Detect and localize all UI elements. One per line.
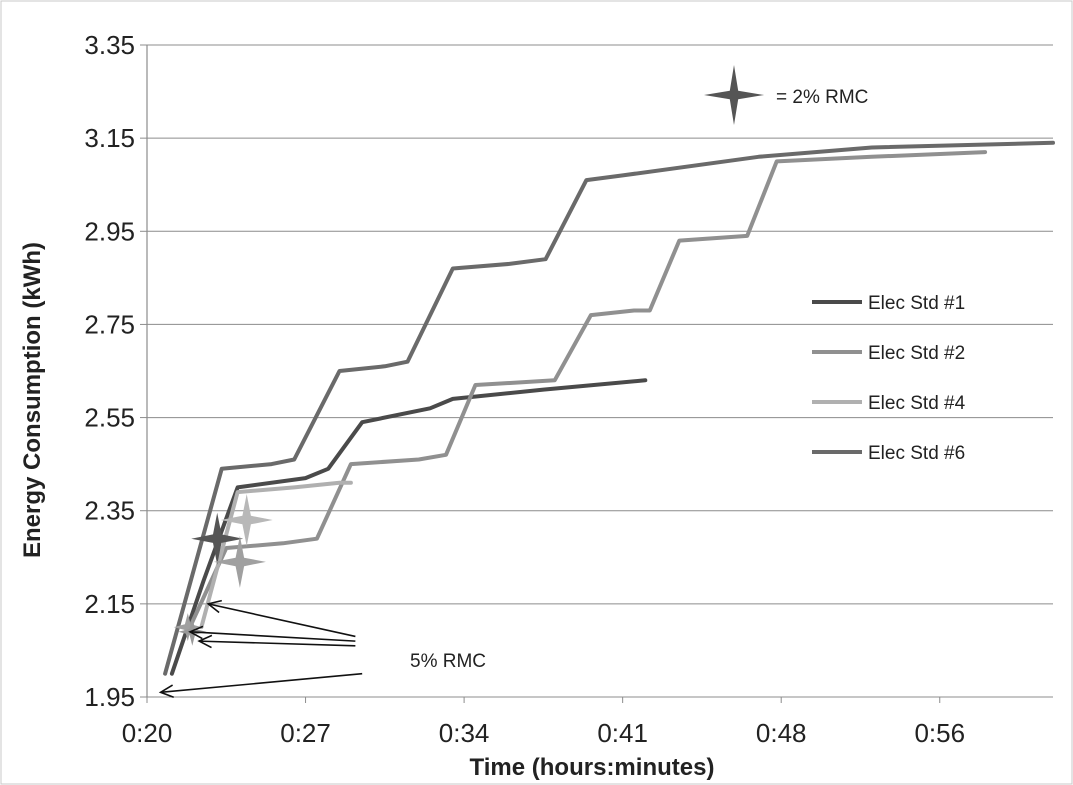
y-tick-label: 2.95	[84, 216, 135, 246]
rmc-arrow-head	[206, 599, 222, 614]
rmc-arrow-shaft	[199, 640, 356, 647]
y-tick-label: 3.35	[84, 30, 135, 60]
x-axis-title: Time (hours:minutes)	[470, 754, 715, 781]
x-tick-label: 0:34	[439, 718, 490, 748]
x-tick-label: 0:27	[280, 718, 331, 748]
legend-label-2: Elec Std #2	[868, 343, 965, 364]
y-axis-title: Energy Consumption (kWh)	[19, 242, 46, 558]
y-tick-label: 2.75	[84, 309, 135, 339]
two-percent-rmc-legend-star	[704, 65, 764, 125]
x-tick-label: 0:56	[914, 718, 965, 748]
two-percent-rmc-star-marker	[191, 512, 244, 565]
y-tick-label: 2.55	[84, 403, 135, 433]
legend: Elec Std #1 Elec Std #2 Elec Std #4 Elec St…	[812, 293, 966, 464]
five-percent-rmc-label: 5% RMC	[410, 651, 486, 672]
axes: 1.95 2.15 2.35 2.55 2.75 2.95 3.15 3.35 0:20 0:27…	[84, 30, 965, 748]
five-percent-rmc-marker	[173, 613, 202, 642]
rmc-arrow-shaft	[207, 603, 356, 638]
grid-lines	[147, 44, 1053, 698]
two-percent-rmc-legend-label: = 2% RMC	[776, 87, 868, 108]
rmc-arrows	[158, 599, 363, 698]
two-percent-rmc-star-marker	[213, 535, 266, 588]
rmc-arrow-head	[197, 634, 213, 649]
two-percent-rmc-star-marker	[220, 494, 273, 546]
rmc-arrow-head	[158, 684, 174, 698]
y-tick-label: 3.15	[84, 123, 135, 153]
legend-label-3: Elec Std #4	[868, 393, 966, 414]
x-tick-label: 0:48	[756, 718, 807, 748]
rmc-arrow-shaft	[189, 631, 356, 642]
x-tick-label: 0:41	[597, 718, 648, 748]
rmc-arrow-head	[188, 625, 204, 640]
legend-label-4: Elec Std #6	[868, 443, 965, 464]
y-tick-label: 2.35	[84, 496, 135, 526]
series-line-4	[163, 140, 1055, 676]
y-tick-label: 1.95	[84, 682, 135, 712]
legend-label-1: Elec Std #1	[868, 293, 965, 314]
y-tick-label: 2.15	[84, 589, 135, 619]
x-tick-label: 0:20	[122, 718, 173, 748]
rmc-arrow-shaft	[160, 672, 363, 694]
series-line-2	[188, 150, 988, 630]
